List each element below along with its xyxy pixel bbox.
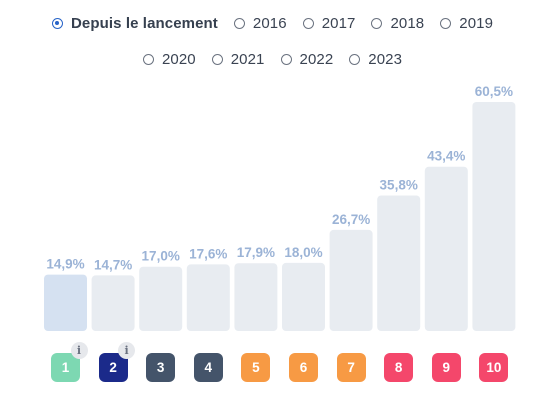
bar-10[interactable]	[472, 102, 516, 331]
bar-value-label: 18,0%	[284, 245, 322, 260]
category-badge-6[interactable]: 6	[289, 353, 318, 382]
bar-value-label: 43,4%	[427, 149, 465, 164]
bar-1[interactable]	[44, 274, 87, 331]
radio-option-2021[interactable]: 2021	[211, 48, 265, 70]
bar-value-label: 17,6%	[189, 246, 227, 261]
info-icon[interactable]: i	[118, 342, 136, 359]
bar-chart: 14,9% 14,7% 17,0% 17,6% 17,9% 18,0% 26,7% 35,8%…	[44, 84, 516, 332]
radio-unselected-icon	[349, 53, 361, 65]
category-badge-3[interactable]: 3	[146, 353, 176, 382]
radio-option-2018[interactable]: 2018	[371, 12, 424, 34]
radio-option-launch[interactable]: Depuis le lancement	[51, 12, 218, 34]
category-badge-7[interactable]: 7	[336, 353, 366, 382]
radio-unselected-icon	[280, 53, 292, 65]
bar-value-label: 14,9%	[46, 257, 84, 272]
radio-unselected-icon	[233, 17, 245, 29]
radio-label: 2016	[252, 14, 287, 32]
bar-9[interactable]	[424, 166, 468, 331]
radio-label: 2022	[299, 50, 334, 68]
category-badge-5[interactable]: 5	[241, 353, 271, 382]
bar-value-label: 26,7%	[332, 212, 370, 227]
radio-label: 2018	[390, 14, 425, 32]
category-badge-8[interactable]: 8	[384, 353, 414, 382]
bar-value-label: 14,7%	[94, 257, 132, 272]
radio-label: 2019	[459, 14, 494, 32]
radio-label: Depuis le lancement	[70, 14, 218, 32]
bar-value-label: 35,8%	[380, 178, 418, 193]
bar-5[interactable]	[234, 263, 278, 331]
category-badge-10[interactable]: 10	[479, 353, 509, 382]
radio-unselected-icon	[440, 17, 452, 29]
radio-unselected-icon	[371, 17, 383, 29]
radio-option-2019[interactable]: 2019	[440, 12, 493, 34]
bar-value-label: 17,0%	[142, 249, 180, 264]
period-filter-row-1: Depuis le lancement 2016 2017 2018 2019	[0, 12, 545, 34]
radio-selected-icon	[51, 17, 63, 29]
radio-option-2017[interactable]: 2017	[302, 12, 356, 34]
radio-unselected-icon	[211, 53, 223, 65]
bar-4[interactable]	[186, 264, 230, 331]
bar-value-label: 17,9%	[237, 245, 275, 260]
bar-8[interactable]	[377, 195, 421, 332]
radio-unselected-icon	[302, 17, 314, 29]
bar-value-label: 60,5%	[475, 84, 513, 99]
bar-6[interactable]	[282, 262, 325, 331]
radio-option-2022[interactable]: 2022	[280, 48, 334, 70]
bar-2[interactable]	[91, 275, 135, 331]
radio-label: 2023	[368, 50, 403, 68]
bar-3[interactable]	[139, 266, 183, 331]
bar-7[interactable]	[329, 229, 373, 331]
radio-label: 2017	[321, 14, 356, 32]
info-icon[interactable]: i	[70, 342, 88, 359]
radio-unselected-icon	[142, 53, 154, 65]
radio-option-2023[interactable]: 2023	[349, 48, 402, 70]
radio-label: 2020	[161, 50, 196, 68]
radio-option-2020[interactable]: 2020	[142, 48, 196, 70]
period-filter-row-2: 2020 2021 2022 2023	[0, 48, 545, 70]
category-badge-9[interactable]: 9	[431, 353, 461, 382]
radio-option-2016[interactable]: 2016	[233, 12, 287, 34]
category-badge-4[interactable]: 4	[193, 353, 223, 382]
radio-label: 2021	[230, 50, 265, 68]
